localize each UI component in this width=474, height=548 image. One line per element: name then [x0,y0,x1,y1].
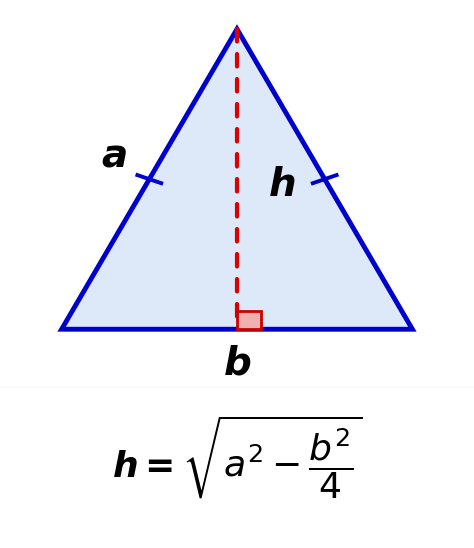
Text: $\boldsymbol{h = \sqrt{a^2 - \dfrac{b^2}{4}}}$: $\boldsymbol{h = \sqrt{a^2 - \dfrac{b^2}… [112,414,362,501]
Bar [237,311,261,329]
Text: $\boldsymbol{b}$: $\boldsymbol{b}$ [223,345,251,383]
Text: $\boldsymbol{a}$: $\boldsymbol{a}$ [101,136,127,175]
Text: $\boldsymbol{h}$: $\boldsymbol{h}$ [268,165,296,203]
Polygon shape [62,29,412,329]
